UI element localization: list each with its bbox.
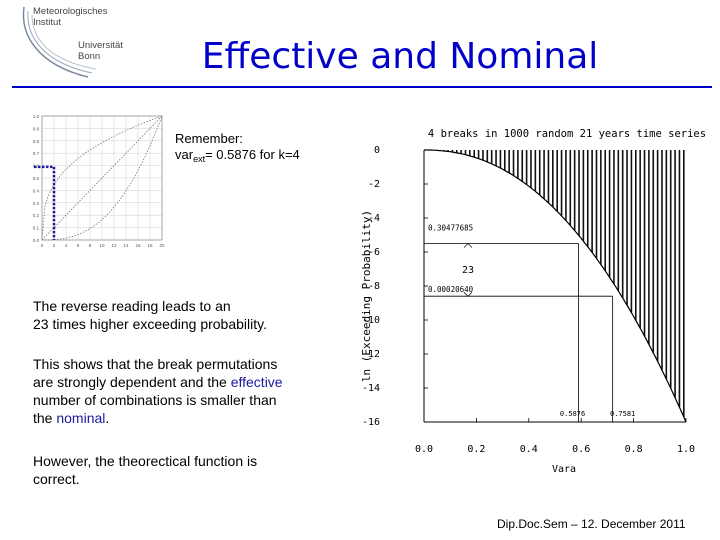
chart-marker-lines — [424, 243, 614, 422]
small-chart-y-tick: 0.8 — [33, 139, 40, 144]
chart-bars — [425, 150, 685, 418]
effective-highlight: effective — [230, 374, 283, 390]
annotation-upper-value: 0.30477685 — [428, 224, 473, 233]
annotation-lower-value: 0.00020640 — [428, 285, 474, 294]
chart-y-tick-label: -8 — [368, 281, 380, 292]
chart-y-label: ln (Exceeding Probability) — [360, 210, 373, 382]
annotation-ratio-arrows — [463, 243, 473, 297]
chart-x-tick-label: 0.8 — [625, 444, 643, 455]
small-chart-y-tick: 0.7 — [33, 151, 40, 156]
small-chart-y-tick: 0.1 — [33, 226, 40, 231]
exceeding-probability-chart: 4 breaks in 1000 random 21 years time se… — [360, 128, 706, 475]
small-chart-curve-upper — [41, 115, 163, 241]
chart-envelope-curve — [424, 149, 687, 423]
ratio-arrow-up-icon — [463, 243, 473, 248]
chart-y-tick-label: -16 — [362, 417, 380, 428]
title-underline — [12, 86, 712, 88]
logo-university-text: Universität Bonn — [78, 40, 123, 62]
nominal-highlight: nominal — [56, 410, 106, 426]
chart-y-tick-label: -2 — [368, 179, 380, 190]
small-chart-x-tick: 4 — [65, 243, 68, 248]
small-chart-y-tick: 0.4 — [33, 188, 40, 193]
chart-x-tick-label: 0.4 — [520, 444, 538, 455]
chart-y-tick-label: -6 — [368, 247, 380, 258]
paragraph-theoretical: However, the theorectical function is co… — [33, 453, 258, 487]
small-chart-y-tick: 1.0 — [33, 114, 40, 119]
slide-title: Effective and Nominal — [201, 36, 599, 77]
ratio-arrow-down-icon — [463, 291, 473, 297]
chart-x-ticks: 0.0 0.2 0.4 0.6 0.8 1.0 — [415, 418, 695, 455]
small-chart-x-tick: 14 — [123, 243, 129, 248]
small-chart-x-ticks: 0 2 4 6 8 10 12 14 16 18 20 — [41, 243, 165, 248]
small-chart-x-tick: 0 — [41, 243, 44, 248]
footer-text: Dip.Doc.Sem – 12. December 2011 — [497, 517, 686, 531]
chart-x-tick-label: 0.2 — [467, 444, 485, 455]
paragraph-reverse-reading: The reverse reading leads to an 23 times… — [33, 298, 267, 332]
small-chart-x-tick: 20 — [159, 243, 165, 248]
chart-x-tick-label: 1.0 — [677, 444, 695, 455]
chart-y-tick-label: -10 — [362, 315, 380, 326]
small-chart-x-tick: 2 — [53, 243, 56, 248]
small-chart-y-tick: 0.0 — [33, 238, 40, 243]
logo-swoosh-icon — [22, 6, 97, 78]
small-chart-grid — [41, 115, 163, 241]
small-chart-axes — [41, 115, 163, 241]
chart-x-label: Vara — [552, 464, 576, 475]
chart-title: 4 breaks in 1000 random 21 years time se… — [428, 128, 706, 140]
reminder-note: Remember: varext= 0.5876 for k=4 — [175, 131, 300, 167]
small-chart-x-tick: 6 — [77, 243, 80, 248]
small-chart-x-tick: 18 — [147, 243, 153, 248]
annotation-ratio: 23 — [462, 265, 474, 276]
chart-y-ticks: 0 -2 -4 -6 -8 -10 -12 -14 -16 — [362, 145, 428, 428]
small-chart-x-tick: 8 — [89, 243, 92, 248]
chart-x-tick-label: 0.0 — [415, 444, 433, 455]
chart-envelope — [424, 149, 687, 423]
chart-y-tick-label: 0 — [374, 145, 380, 156]
small-chart-frame — [41, 115, 163, 241]
small-chart-x-tick: 12 — [111, 243, 117, 248]
chart-x-tick-label: 0.6 — [572, 444, 590, 455]
paragraph-permutations: This shows that the break permutations a… — [33, 356, 283, 426]
university-logo — [18, 5, 128, 85]
small-chart-x-tick: 10 — [99, 243, 105, 248]
chart-y-tick-label: -12 — [362, 349, 380, 360]
small-chart-y-tick: 0.5 — [33, 176, 40, 181]
chart-y-tick-label: -4 — [368, 213, 380, 224]
small-chart-y-tick: 0.9 — [33, 126, 40, 131]
small-chart-y-ticks: 1.00.90.80.70.60.50.40.30.20.10.0 — [33, 114, 40, 243]
logo-institute-text: Meteorologisches Institut — [33, 6, 108, 28]
reminder-value: varext= 0.5876 for k=4 — [175, 147, 300, 164]
small-chart-curves — [41, 115, 163, 241]
reminder-heading: Remember: — [175, 131, 243, 146]
annotation-x-mark-left: 0.5876 — [560, 410, 585, 418]
annotation-x-mark-right: 0.7581 — [610, 410, 635, 418]
chart-y-tick-label: -14 — [362, 383, 380, 394]
small-chart-y-tick: 0.3 — [33, 201, 40, 206]
small-chart-x-tick: 16 — [135, 243, 141, 248]
small-chart-y-tick: 0.2 — [33, 213, 40, 218]
